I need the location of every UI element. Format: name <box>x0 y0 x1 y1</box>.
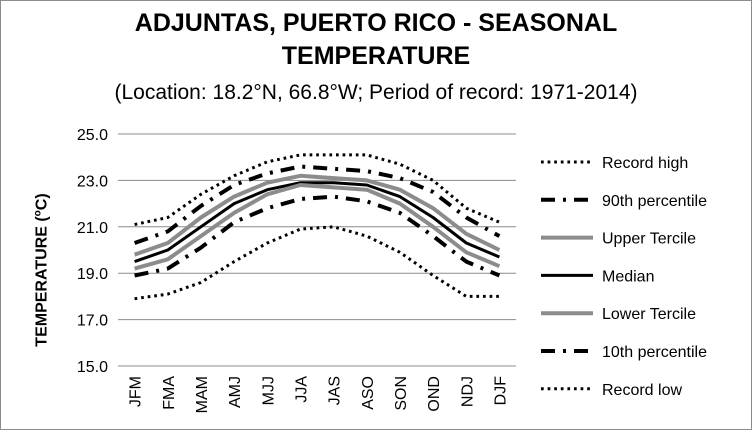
legend-label: Upper Tercile <box>602 231 696 248</box>
chart-subtitle: (Location: 18.2°N, 66.8°W; Period of rec… <box>114 81 638 104</box>
legend-label: Record low <box>602 382 682 399</box>
x-tick-label: SON <box>393 376 410 411</box>
legend-label: Lower Tercile <box>602 306 696 323</box>
x-tick-label: OND <box>426 376 443 412</box>
x-tick-label: JAS <box>327 376 344 405</box>
x-tick-label: MAM <box>194 376 211 413</box>
legend-label: 10th percentile <box>602 344 707 361</box>
legend-label: Median <box>602 268 654 285</box>
series-line <box>134 153 500 226</box>
series-line <box>134 181 500 264</box>
x-tick-label: JFM <box>128 376 145 407</box>
x-tick-label: FMA <box>161 376 178 410</box>
legend-label: Record high <box>602 155 688 172</box>
y-tick-label: 15.0 <box>77 359 108 376</box>
series-line <box>134 183 501 271</box>
x-tick-label: ASO <box>360 376 377 410</box>
y-tick-label: 25.0 <box>77 127 108 144</box>
y-tick-label: 23.0 <box>77 173 108 190</box>
x-tick-label: DJF <box>492 376 509 406</box>
y-tick-label: 17.0 <box>77 313 108 330</box>
series-line <box>134 194 501 278</box>
series-line <box>134 225 500 301</box>
series-line <box>133 164 501 245</box>
x-tick-label: AMJ <box>227 376 244 408</box>
x-tick-label: NDJ <box>459 376 476 407</box>
series-line <box>133 173 501 257</box>
y-tick-label: 19.0 <box>77 266 108 283</box>
legend-label: 90th percentile <box>602 193 707 210</box>
x-tick-label: JJA <box>293 376 310 403</box>
x-tick-label: MJJ <box>260 376 277 405</box>
y-tick-label: 21.0 <box>77 220 108 237</box>
chart-title-line-1: ADJUNTAS, PUERTO RICO - SEASONAL <box>134 9 618 37</box>
chart-title-line-2: TEMPERATURE <box>281 42 471 70</box>
